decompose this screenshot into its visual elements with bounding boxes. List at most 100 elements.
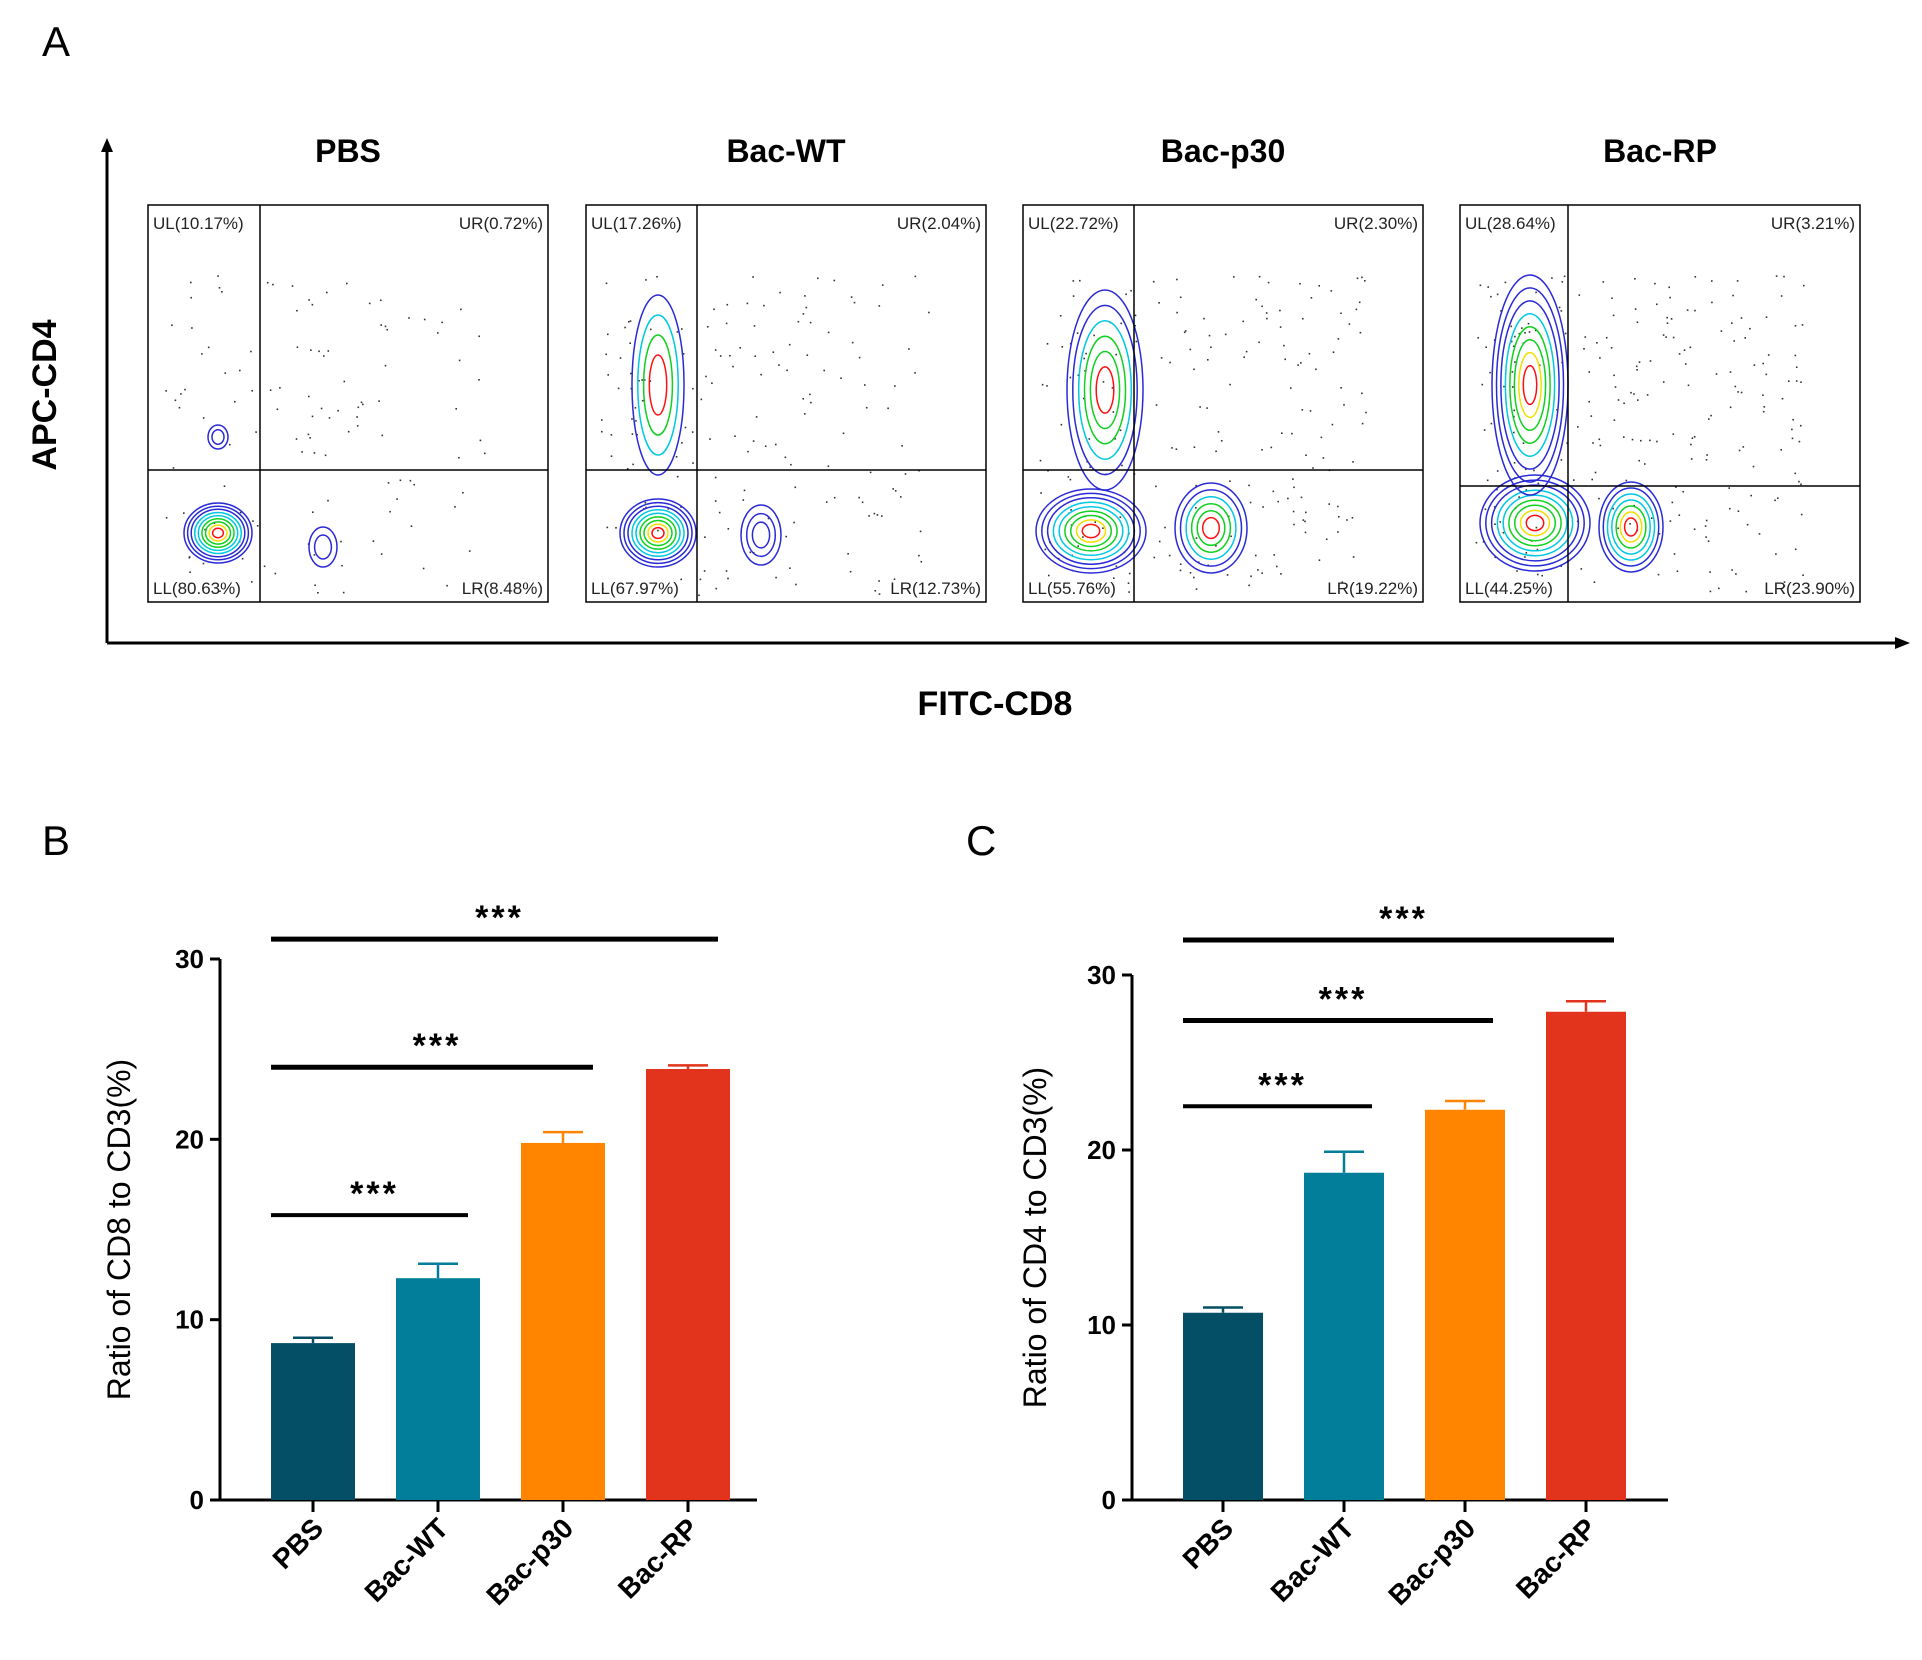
flow-event-dot bbox=[644, 501, 647, 504]
flow-contour-line bbox=[1519, 509, 1551, 537]
flow-event-dot bbox=[1777, 497, 1779, 499]
flow-event-dot bbox=[1158, 540, 1161, 543]
flow-event-dot bbox=[714, 349, 717, 351]
flow-event-dot bbox=[1119, 429, 1122, 432]
flow-event-dot bbox=[1361, 276, 1363, 279]
x-tick-label: Bac-p30 bbox=[480, 1512, 579, 1611]
flow-event-dot bbox=[1687, 384, 1690, 387]
flow-event-dot bbox=[719, 355, 722, 357]
flow-event-dot bbox=[1039, 459, 1042, 462]
flow-event-dot bbox=[1128, 591, 1130, 593]
flow-contour-line bbox=[1479, 474, 1591, 572]
flow-event-dot bbox=[1650, 517, 1653, 519]
quadrant-label-lr: LR(23.90%) bbox=[1764, 579, 1855, 598]
flow-event-dot bbox=[1588, 400, 1590, 403]
flow-event-dot bbox=[1541, 574, 1543, 577]
flow-event-dot bbox=[858, 496, 860, 499]
flow-event-dot bbox=[1243, 356, 1245, 358]
flow-event-dot bbox=[610, 455, 613, 457]
quadrant-label-lr: LR(19.22%) bbox=[1327, 579, 1418, 598]
flow-contour-line bbox=[637, 314, 679, 456]
flow-event-dot bbox=[1577, 426, 1579, 428]
flow-event-dot bbox=[1612, 314, 1615, 317]
flow-contour-line bbox=[1619, 511, 1643, 543]
flow-event-dot bbox=[1082, 536, 1084, 538]
flow-event-dot bbox=[705, 375, 707, 378]
flow-event-dot bbox=[180, 393, 182, 395]
flow-event-dot bbox=[1352, 556, 1355, 558]
flow-event-dot bbox=[356, 416, 358, 418]
flow-population-2 bbox=[207, 424, 229, 450]
flow-event-dot bbox=[1693, 436, 1696, 438]
flow-event-dot bbox=[1598, 438, 1601, 441]
significance-stars: *** bbox=[475, 899, 524, 937]
flow-event-dot bbox=[1346, 519, 1348, 521]
y-tick-label: 30 bbox=[1087, 960, 1116, 990]
flow-contour-line bbox=[1196, 509, 1226, 547]
flow-contour-line bbox=[751, 521, 771, 549]
flow-event-dot bbox=[1750, 494, 1752, 497]
flow-event-dot bbox=[324, 454, 327, 457]
flow-event-dot bbox=[715, 587, 718, 590]
flow-event-dot bbox=[1496, 470, 1499, 472]
flow-event-dot bbox=[437, 332, 439, 334]
flow-event-dot bbox=[1791, 428, 1793, 431]
flow-event-dot bbox=[1668, 286, 1670, 289]
flow-event-dot bbox=[682, 353, 685, 355]
flow-event-dot bbox=[1584, 336, 1587, 338]
flow-event-dot bbox=[1745, 590, 1747, 593]
flow-event-dot bbox=[1302, 317, 1304, 320]
flow-event-dot bbox=[1803, 284, 1805, 287]
flow-event-dot bbox=[1287, 497, 1289, 500]
flow-event-dot bbox=[1522, 442, 1525, 444]
flow-event-dot bbox=[224, 372, 227, 374]
y-tick-label: 20 bbox=[175, 1124, 204, 1154]
flow-event-dot bbox=[1705, 519, 1708, 522]
flow-plot-frame bbox=[147, 204, 549, 603]
flow-event-dot bbox=[1044, 548, 1047, 551]
flow-event-dot bbox=[1590, 415, 1593, 417]
flow-event-dot bbox=[1134, 324, 1136, 327]
flow-event-dot bbox=[1338, 516, 1340, 518]
flow-plot-pbs: PBS UL(10.17%) UR(0.72%) LL(80.63%) LR(8.48%… bbox=[147, 133, 549, 603]
flow-event-dot bbox=[1605, 336, 1608, 339]
flow-event-dot bbox=[1195, 588, 1198, 590]
flow-event-dot bbox=[1299, 282, 1301, 285]
flow-event-dot bbox=[775, 576, 777, 579]
flow-event-dot bbox=[327, 499, 329, 502]
flow-event-dot bbox=[357, 406, 360, 409]
flow-contour-line bbox=[1185, 496, 1237, 560]
flow-event-dot bbox=[1672, 433, 1675, 435]
flow-event-dot bbox=[323, 355, 325, 357]
flow-event-dot bbox=[172, 467, 175, 469]
flow-event-dot bbox=[681, 442, 683, 444]
flow-event-dot bbox=[746, 302, 749, 305]
flow-event-dot bbox=[1077, 545, 1079, 547]
flow-event-dot bbox=[1731, 569, 1733, 571]
flow-event-dot bbox=[1691, 437, 1694, 439]
flow-event-dot bbox=[1524, 468, 1527, 471]
flow-event-dot bbox=[681, 328, 683, 330]
flow-event-dot bbox=[296, 309, 298, 312]
quadrant-label-ul: UL(17.26%) bbox=[591, 214, 682, 233]
flow-event-dot bbox=[1361, 392, 1363, 395]
flow-contour-line bbox=[1508, 499, 1562, 547]
flow-event-dot bbox=[1560, 310, 1563, 312]
flow-event-dot bbox=[1602, 281, 1605, 283]
flow-event-dot bbox=[328, 417, 331, 419]
flow-event-dot bbox=[1199, 406, 1201, 408]
flow-event-dot bbox=[1233, 276, 1235, 278]
flow-event-dot bbox=[1088, 438, 1091, 440]
flow-event-dot bbox=[422, 567, 425, 570]
flow-event-dot bbox=[1633, 393, 1635, 395]
flow-event-dot bbox=[1115, 353, 1117, 356]
flow-event-dot bbox=[874, 590, 877, 592]
flow-event-dot bbox=[1592, 442, 1594, 444]
flow-plot-title: Bac-WT bbox=[726, 133, 846, 169]
flow-event-dot bbox=[786, 369, 788, 372]
flow-contour-line bbox=[211, 527, 225, 539]
flow-contour-line bbox=[1095, 366, 1115, 414]
flow-event-dot bbox=[310, 349, 312, 351]
flow-event-dot bbox=[788, 343, 791, 346]
flow-event-dot bbox=[617, 387, 620, 390]
